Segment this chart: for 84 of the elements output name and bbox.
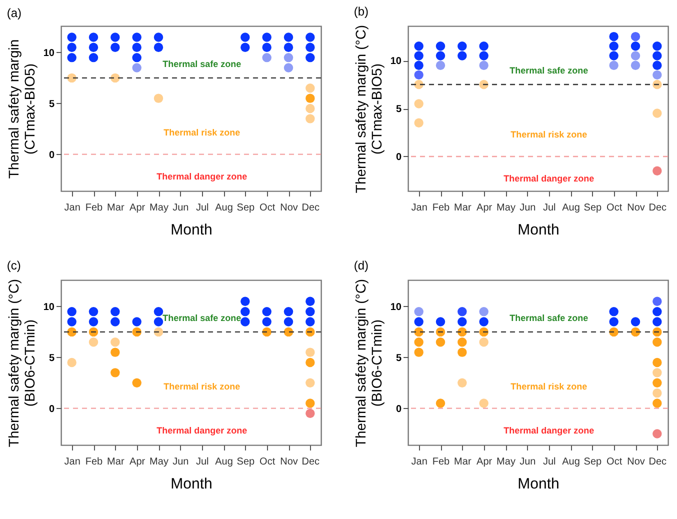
- x-tick-label: Jul: [196, 456, 209, 468]
- annotation: Thermal risk zone: [510, 381, 588, 392]
- x-tick-label: Aug: [215, 202, 233, 214]
- y-tick-label: 10: [43, 302, 55, 313]
- x-tick-label: Dec: [648, 202, 667, 214]
- chart-title: (a): [6, 6, 22, 20]
- x-tick-label: Sep: [584, 202, 602, 214]
- y-axis-title: Thermal safety margin (°C) (BIO6-CTmin): [352, 278, 384, 448]
- annotation: Thermal risk zone: [164, 381, 240, 392]
- y-tick-label: 5: [396, 352, 402, 364]
- x-tick-label: Feb: [85, 456, 104, 468]
- x-tick-label: Jun: [520, 202, 536, 214]
- annotation: Thermal safe zone: [162, 312, 242, 323]
- x-tick-label: Dec: [302, 456, 320, 468]
- chart-title: (c): [6, 258, 21, 272]
- x-tick-label: Sep: [584, 456, 602, 468]
- x-tick-label: Jan: [64, 456, 80, 468]
- annotation: Thermal safe zone: [162, 58, 242, 69]
- x-tick-label: Aug: [215, 456, 233, 468]
- x-axis-title: Month: [170, 222, 212, 238]
- y-axis-title: Thermal safety margin (°C) (CTmax-BIO5): [352, 24, 384, 194]
- x-tick-label: May: [496, 456, 516, 468]
- annotation: Thermal danger zone: [504, 173, 594, 184]
- x-tick-label: Jul: [196, 202, 209, 214]
- x-tick-label: Oct: [260, 202, 276, 214]
- x-tick-label: Mar: [454, 456, 472, 468]
- x-tick-label: Oct: [606, 456, 622, 468]
- y-tick-label: 0: [48, 150, 55, 161]
- x-tick-label: May: [150, 202, 168, 214]
- x-tick-label: Jan: [64, 202, 80, 214]
- annotation: Thermal danger zone: [156, 425, 248, 436]
- x-tick-label: Jan: [411, 202, 428, 214]
- y-tick-label: 0: [396, 152, 402, 163]
- y-tick-label: 10: [390, 302, 402, 313]
- x-tick-label: Jun: [520, 456, 536, 468]
- x-tick-label: Feb: [432, 456, 450, 468]
- y-tick-label: 5: [48, 352, 55, 364]
- y-axis-title: Thermal safety margin (CTmax-BIO5): [5, 39, 38, 179]
- y-tick-label: 5: [48, 98, 55, 110]
- x-tick-label: Sep: [236, 202, 255, 214]
- x-axis-title: Month: [170, 476, 212, 492]
- x-axis-title: Month: [518, 476, 560, 492]
- x-tick-label: Oct: [606, 202, 622, 214]
- y-axis-title: Thermal safety margin (°C) (BIO6-CTmin): [5, 278, 38, 448]
- x-tick-label: Sep: [236, 456, 255, 468]
- annotation: Thermal risk zone: [510, 129, 588, 140]
- x-tick-label: Jul: [542, 456, 556, 468]
- x-tick-label: Jun: [172, 456, 189, 468]
- x-tick-label: Nov: [280, 456, 298, 468]
- x-tick-label: Jun: [172, 202, 189, 214]
- annotation: Thermal danger zone: [156, 171, 248, 182]
- x-tick-label: Mar: [107, 202, 125, 214]
- x-tick-label: Apr: [130, 456, 146, 468]
- x-tick-label: Nov: [280, 202, 298, 214]
- x-tick-label: Dec: [302, 202, 320, 214]
- y-tick-label: 0: [396, 404, 402, 415]
- x-tick-label: Mar: [454, 202, 472, 214]
- annotation: Thermal risk zone: [164, 127, 240, 138]
- chart-title: (b): [354, 4, 369, 18]
- annotation: Thermal safe zone: [510, 312, 588, 323]
- x-tick-label: Jul: [542, 202, 556, 214]
- x-tick-label: Mar: [107, 456, 125, 468]
- x-tick-label: Dec: [648, 456, 667, 468]
- x-tick-label: Aug: [562, 202, 580, 214]
- x-tick-label: May: [150, 456, 168, 468]
- x-tick-label: Feb: [432, 202, 450, 214]
- x-tick-label: Apr: [476, 456, 493, 468]
- y-tick-label: 10: [390, 56, 402, 68]
- annotation: Thermal safe zone: [510, 66, 588, 76]
- x-tick-label: Nov: [627, 202, 645, 214]
- y-tick-label: 5: [396, 104, 402, 115]
- x-tick-label: Jan: [411, 456, 428, 468]
- x-axis-title: Month: [518, 222, 560, 238]
- x-tick-label: Feb: [85, 202, 104, 214]
- chart-title: (d): [354, 258, 369, 272]
- x-tick-label: Oct: [260, 456, 276, 468]
- x-tick-label: Aug: [562, 456, 580, 468]
- x-tick-label: May: [496, 202, 516, 214]
- x-tick-label: Nov: [627, 456, 645, 468]
- y-tick-label: 10: [43, 48, 55, 59]
- y-tick-label: 0: [48, 404, 55, 415]
- annotation: Thermal danger zone: [504, 425, 594, 436]
- x-tick-label: Apr: [130, 202, 146, 214]
- x-tick-label: Apr: [476, 202, 493, 214]
